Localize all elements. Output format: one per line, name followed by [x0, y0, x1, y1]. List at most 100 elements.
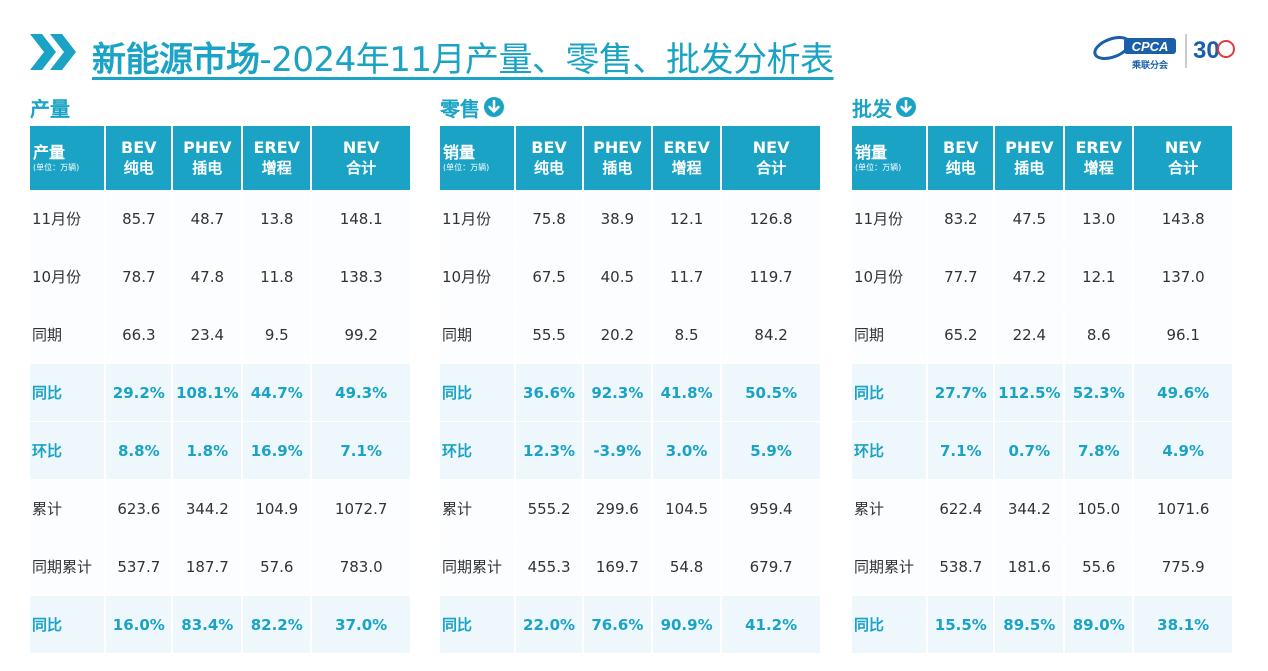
col-phev-cn: 插电 [1014, 159, 1045, 177]
col-bev-en: BEV [531, 138, 567, 157]
panel-title-text: 产量 [30, 96, 70, 121]
table-cell: 7.1% [928, 422, 994, 480]
table-cell: 29.2% [106, 364, 172, 422]
table-cell: 12.3% [516, 422, 582, 480]
panel-wholesale: 批发 销量 (单位：万辆) BEV 纯电 PHEV 插电 EREV 增程 NEV 合计 1… [852, 92, 1234, 654]
table-cell: 1071.6 [1134, 480, 1232, 538]
unit-label: (单位：万辆) [855, 163, 902, 172]
table-row: 同期累计 455.3 169.7 54.8 679.7 [440, 538, 820, 596]
cpca-logo: CPCA 乘联分会 30 [1093, 34, 1235, 71]
panel-title: 零售 [440, 92, 822, 122]
table-cell: 36.6% [516, 364, 582, 422]
arrow-down-circle-icon [896, 97, 916, 117]
corner-label: 产量 [33, 143, 66, 162]
table-cell: 37.0% [312, 596, 410, 654]
row-label: 环比 [30, 422, 105, 480]
row-label: 11月份 [440, 190, 515, 248]
col-header-nev: NEV 合计 [1134, 126, 1232, 190]
table-row: 11月份 85.7 48.7 13.8 148.1 [30, 190, 410, 248]
table-row: 环比 12.3% -3.9% 3.0% 5.9% [440, 422, 820, 480]
table-row: 同比 29.2% 108.1% 44.7% 49.3% [30, 364, 410, 422]
table-cell: 8.6 [1065, 306, 1133, 364]
table-cell: 23.4 [173, 306, 242, 364]
table-cell: 67.5 [516, 248, 582, 306]
col-nev-en: NEV [752, 138, 790, 157]
logo-anniv: 30 [1193, 37, 1220, 64]
col-bev-en: BEV [121, 138, 157, 157]
col-phev-en: PHEV [593, 138, 642, 157]
panel-title: 产量 [30, 92, 412, 122]
table-cell: 49.3% [312, 364, 410, 422]
table-cell: 22.4 [995, 306, 1064, 364]
col-header-bev: BEV 纯电 [106, 126, 172, 190]
row-label: 10月份 [30, 248, 105, 306]
table-cell: 783.0 [312, 538, 410, 596]
table-cell: 40.5 [583, 248, 651, 306]
table-cell: 622.4 [928, 480, 994, 538]
corner-label: 销量 [855, 143, 888, 162]
col-erev-en: EREV [253, 138, 301, 157]
table-cell: 11.7 [652, 248, 721, 306]
logo-brand: CPCA [1132, 39, 1169, 54]
col-header-bev: BEV 纯电 [516, 126, 582, 190]
table-row: 10月份 67.5 40.5 11.7 119.7 [440, 248, 820, 306]
col-erev-cn: 增程 [261, 159, 292, 177]
table-row: 同比 15.5% 89.5% 89.0% 38.1% [852, 596, 1232, 654]
table-cell: 47.8 [173, 248, 242, 306]
table-cell: 137.0 [1134, 248, 1232, 306]
header-row: 销量 (单位：万辆) BEV 纯电 PHEV 插电 EREV 增程 NEV 合计 [440, 126, 820, 190]
table-cell: 41.8% [652, 364, 721, 422]
col-erev-cn: 增程 [671, 159, 702, 177]
row-label: 累计 [852, 480, 927, 538]
table-cell: 4.9% [1134, 422, 1232, 480]
table-cell: 143.8 [1134, 190, 1232, 248]
table-cell: 138.3 [312, 248, 410, 306]
table-cell: 119.7 [722, 248, 820, 306]
table-cell: 84.2 [722, 306, 820, 364]
table-row: 同比 22.0% 76.6% 90.9% 41.2% [440, 596, 820, 654]
retail-table: 销量 (单位：万辆) BEV 纯电 PHEV 插电 EREV 增程 NEV 合计 11月份… [438, 126, 822, 654]
table-cell: 44.7% [243, 364, 311, 422]
table-cell: 8.5 [652, 306, 721, 364]
double-chevron-right-icon [30, 34, 76, 70]
col-bev-en: BEV [943, 138, 979, 157]
row-label: 11月份 [30, 190, 105, 248]
col-header-erev: EREV 增程 [1065, 126, 1133, 190]
table-row: 11月份 83.2 47.5 13.0 143.8 [852, 190, 1232, 248]
col-bev-cn: 纯电 [123, 159, 154, 177]
table-cell: 89.0% [1065, 596, 1133, 654]
row-label: 同期累计 [30, 538, 105, 596]
table-row: 累计 555.2 299.6 104.5 959.4 [440, 480, 820, 538]
table-cell: 27.7% [928, 364, 994, 422]
col-header-phev: PHEV 插电 [583, 126, 651, 190]
row-label: 11月份 [852, 190, 927, 248]
table-cell: 85.7 [106, 190, 172, 248]
panel-title-text: 批发 [852, 96, 892, 121]
table-cell: 344.2 [995, 480, 1064, 538]
row-label: 同期累计 [852, 538, 927, 596]
production-table: 产量 (单位：万辆) BEV 纯电 PHEV 插电 EREV 增程 NEV 合计 11月份… [28, 126, 412, 654]
row-label: 环比 [852, 422, 927, 480]
table-cell: 1.8% [173, 422, 242, 480]
table-cell: 77.7 [928, 248, 994, 306]
col-nev-en: NEV [1164, 138, 1202, 157]
table-cell: 13.0 [1065, 190, 1133, 248]
row-label: 累计 [30, 480, 105, 538]
table-row: 同期累计 538.7 181.6 55.6 775.9 [852, 538, 1232, 596]
row-label: 同期累计 [440, 538, 515, 596]
table-cell: 148.1 [312, 190, 410, 248]
table-cell: 299.6 [583, 480, 651, 538]
table-cell: 1072.7 [312, 480, 410, 538]
table-cell: 55.6 [1065, 538, 1133, 596]
col-phev-cn: 插电 [192, 159, 223, 177]
table-row: 10月份 77.7 47.2 12.1 137.0 [852, 248, 1232, 306]
table-cell: 89.5% [995, 596, 1064, 654]
page-header: 新能源市场-2024年11月产量、零售、批发分析表 CPCA 乘联分会 30 [30, 24, 1240, 84]
corner-header: 销量 (单位：万辆) [852, 126, 927, 190]
col-bev-cn: 纯电 [945, 159, 976, 177]
row-label: 同期 [852, 306, 927, 364]
table-cell: 169.7 [583, 538, 651, 596]
table-cell: 48.7 [173, 190, 242, 248]
table-cell: 181.6 [995, 538, 1064, 596]
table-cell: 82.2% [243, 596, 311, 654]
